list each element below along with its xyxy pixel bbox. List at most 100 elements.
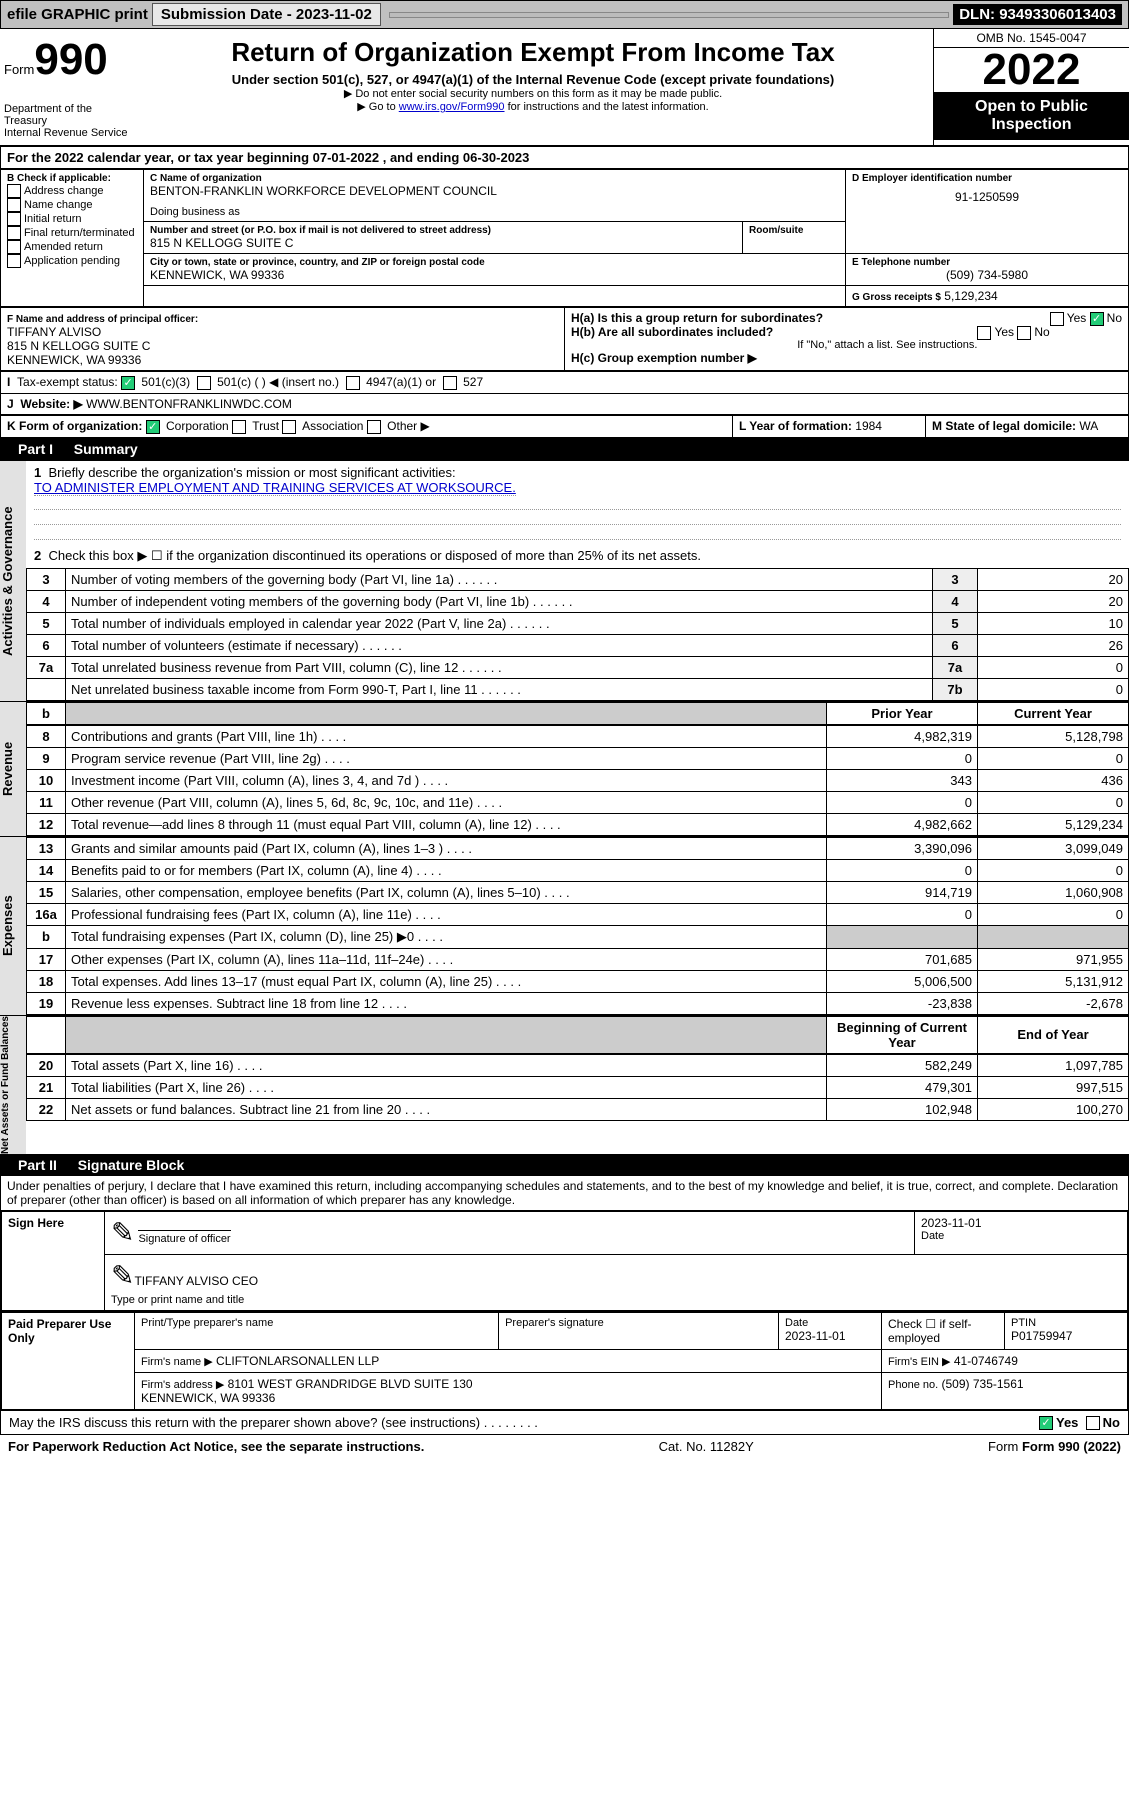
firm-phone: (509) 735-1561 <box>942 1377 1024 1391</box>
current-value: 997,515 <box>978 1076 1129 1098</box>
org-assoc[interactable] <box>282 420 296 434</box>
perjury-text: Under penalties of perjury, I declare th… <box>0 1176 1129 1211</box>
check-b-item[interactable]: Name change <box>7 198 137 212</box>
line-text: Total assets (Part X, line 16) . . . . <box>66 1054 827 1076</box>
prep-name-label: Print/Type preparer's name <box>141 1317 492 1329</box>
prep-selfemp[interactable]: Check ☐ if self-employed <box>882 1312 1005 1349</box>
status-4947[interactable] <box>346 376 360 390</box>
footer-cat: Cat. No. 11282Y <box>659 1439 754 1454</box>
discuss-q: May the IRS discuss this return with the… <box>9 1415 480 1430</box>
h-b: H(b) Are all subordinates included? <box>571 325 773 339</box>
prep-date: 2023-11-01 <box>785 1329 875 1343</box>
form-number-block: Form990 Department of the Treasury Inter… <box>0 29 133 145</box>
ha-no[interactable] <box>1090 312 1104 326</box>
line-value: 20 <box>978 590 1129 612</box>
tab-netassets: Net Assets or Fund Balances <box>0 1016 26 1154</box>
prior-value: 343 <box>827 769 978 791</box>
subtitle-1: Under section 501(c), 527, or 4947(a)(1)… <box>141 72 925 87</box>
prior-value: 0 <box>827 903 978 925</box>
org-corp[interactable] <box>146 420 160 434</box>
line-text: Professional fundraising fees (Part IX, … <box>66 903 827 925</box>
sig-officer-label: Signature of officer <box>138 1230 230 1245</box>
line-text: Investment income (Part VIII, column (A)… <box>66 769 827 791</box>
firm-name: CLIFTONLARSONALLEN LLP <box>216 1354 379 1368</box>
discuss-yes[interactable] <box>1039 1416 1053 1430</box>
submission-date[interactable]: Submission Date - 2023-11-02 <box>152 3 381 26</box>
status-501c[interactable] <box>197 376 211 390</box>
line-text: Benefits paid to or for members (Part IX… <box>66 859 827 881</box>
line-text: Other expenses (Part IX, column (A), lin… <box>66 948 827 970</box>
prior-value: 0 <box>827 791 978 813</box>
hb-no[interactable] <box>1017 326 1031 340</box>
prep-sig-label: Preparer's signature <box>505 1317 772 1329</box>
line-2: Check this box ▶ ☐ if the organization d… <box>48 548 701 563</box>
line-value: 0 <box>978 678 1129 700</box>
paid-preparer-label: Paid Preparer Use Only <box>2 1312 135 1409</box>
check-b-item[interactable]: Application pending <box>7 254 137 268</box>
tab-governance: Activities & Governance <box>0 461 26 701</box>
line-text: Number of voting members of the governin… <box>66 568 933 590</box>
begin-year-head: Beginning of Current Year <box>827 1016 978 1053</box>
line-value: 0 <box>978 656 1129 678</box>
prior-value: 3,390,096 <box>827 837 978 859</box>
line-value: 20 <box>978 568 1129 590</box>
irs-link[interactable]: www.irs.gov/Form990 <box>399 101 505 113</box>
discuss-no[interactable] <box>1086 1416 1100 1430</box>
current-value: 1,097,785 <box>978 1054 1129 1076</box>
prior-year-head: Prior Year <box>827 702 978 724</box>
prior-value <box>827 925 978 948</box>
part2-badge: Part II <box>18 1157 57 1173</box>
tab-expenses: Expenses <box>0 837 26 1015</box>
line-text: Total unrelated business revenue from Pa… <box>66 656 933 678</box>
h-a: H(a) Is this a group return for subordin… <box>571 311 823 325</box>
mission-q: Briefly describe the organization's miss… <box>48 465 455 480</box>
org-name: BENTON-FRANKLIN WORKFORCE DEVELOPMENT CO… <box>150 184 839 198</box>
current-value: 3,099,049 <box>978 837 1129 859</box>
line-text: Contributions and grants (Part VIII, lin… <box>66 725 827 747</box>
org-other[interactable] <box>367 420 381 434</box>
line-text: Total fundraising expenses (Part IX, col… <box>66 925 827 948</box>
prior-value: 914,719 <box>827 881 978 903</box>
prep-date-label: Date <box>785 1317 875 1329</box>
line-text: Net unrelated business taxable income fr… <box>66 678 933 700</box>
spacer-bar <box>389 12 949 18</box>
part1-title: Summary <box>69 441 143 457</box>
line-text: Total number of individuals employed in … <box>66 612 933 634</box>
current-year-head: Current Year <box>978 702 1129 724</box>
part2-title: Signature Block <box>73 1157 190 1173</box>
state-label: M State of legal domicile: <box>932 419 1076 433</box>
prior-value: 582,249 <box>827 1054 978 1076</box>
gross-value: 5,129,234 <box>944 289 997 303</box>
line-text: Total liabilities (Part X, line 26) . . … <box>66 1076 827 1098</box>
entity-block: B Check if applicable: Address changeNam… <box>0 169 1129 307</box>
check-b-item[interactable]: Address change <box>7 184 137 198</box>
check-b-item[interactable]: Final return/terminated <box>7 226 137 240</box>
state-value: WA <box>1079 419 1098 433</box>
check-b-item[interactable]: Initial return <box>7 212 137 226</box>
status-501c3[interactable] <box>121 376 135 390</box>
street-address: 815 N KELLOGG SUITE C <box>150 236 736 250</box>
form-990: 990 <box>34 35 107 84</box>
line-text: Number of independent voting members of … <box>66 590 933 612</box>
city-label: City or town, state or province, country… <box>150 257 839 268</box>
ha-yes[interactable] <box>1050 312 1064 326</box>
form-header: Form990 Department of the Treasury Inter… <box>0 29 1129 147</box>
line-text: Grants and similar amounts paid (Part IX… <box>66 837 827 859</box>
status-527[interactable] <box>443 376 457 390</box>
ptin-value: P01759947 <box>1011 1329 1121 1343</box>
current-value: 0 <box>978 859 1129 881</box>
part1-badge: Part I <box>18 441 53 457</box>
officer-name: TIFFANY ALVISO <box>7 325 101 339</box>
line-value: 10 <box>978 612 1129 634</box>
hb-yes[interactable] <box>977 326 991 340</box>
line-text: Total revenue—add lines 8 through 11 (mu… <box>66 813 827 835</box>
sign-here-label: Sign Here <box>2 1211 105 1310</box>
check-b-item[interactable]: Amended return <box>7 240 137 254</box>
inspection-box: Open to Public Inspection <box>934 92 1129 140</box>
efile-label: efile GRAPHIC print <box>7 6 148 23</box>
status-label: Tax-exempt status: <box>17 375 118 389</box>
current-value: 1,060,908 <box>978 881 1129 903</box>
website-label: Website: ▶ <box>20 397 82 411</box>
line-text: Total number of volunteers (estimate if … <box>66 634 933 656</box>
org-trust[interactable] <box>232 420 246 434</box>
